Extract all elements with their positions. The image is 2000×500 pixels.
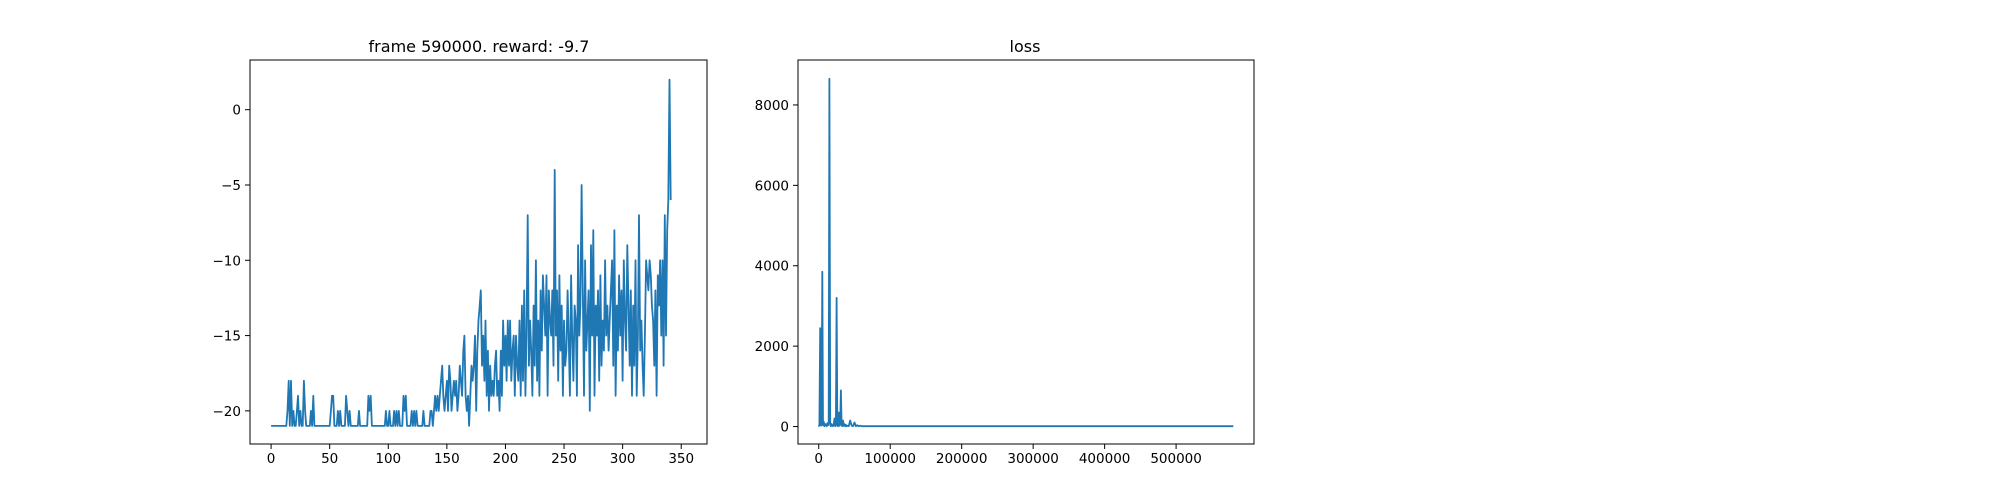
reward-y-tick-label: −15 — [213, 329, 242, 345]
reward-x-tick-label: 250 — [551, 451, 577, 467]
loss-x-tick-label: 400000 — [1079, 451, 1131, 467]
loss-subplot: loss 0 100000 200000 300000 400000 500000 0 200… — [755, 37, 1255, 467]
loss-y-tick-label: 6000 — [755, 178, 789, 194]
loss-y-tick-label: 4000 — [755, 259, 789, 275]
reward-axis-ticks: 0 50 100 150 200 250 300 350 0 −5 −10 −15 −20 — [213, 103, 695, 467]
loss-x-tick-label: 300000 — [1007, 451, 1059, 467]
loss-chart-title: loss — [1010, 37, 1041, 56]
reward-x-tick-label: 50 — [321, 451, 338, 467]
reward-y-tick-label: 0 — [232, 103, 241, 119]
reward-subplot: frame 590000. reward: -9.7 0 50 100 150 200 2… — [213, 37, 708, 467]
reward-y-tick-label: −10 — [213, 253, 242, 269]
loss-series-line-group — [817, 77, 1234, 428]
reward-y-tick-label: −20 — [213, 404, 242, 420]
loss-x-tick-label: 0 — [814, 451, 823, 467]
reward-plot-frame — [249, 59, 708, 445]
loss-plot-frame — [797, 59, 1255, 445]
loss-y-tick-label: 8000 — [755, 98, 789, 114]
reward-chart-title: frame 590000. reward: -9.7 — [369, 37, 590, 56]
reward-x-tick-label: 150 — [434, 451, 460, 467]
reward-series-line-group — [271, 78, 672, 427]
reward-x-tick-label: 200 — [493, 451, 519, 467]
loss-x-tick-label: 500000 — [1150, 451, 1202, 467]
reward-x-tick-label: 350 — [668, 451, 694, 467]
loss-y-tick-label: 0 — [780, 420, 789, 436]
loss-series-line — [817, 77, 1234, 428]
loss-x-tick-label: 200000 — [936, 451, 988, 467]
reward-y-tick-label: −5 — [221, 178, 241, 194]
loss-y-tick-label: 2000 — [755, 339, 789, 355]
reward-x-tick-label: 0 — [267, 451, 276, 467]
reward-x-tick-label: 300 — [610, 451, 636, 467]
reward-x-tick-label: 100 — [375, 451, 401, 467]
loss-axis-ticks: 0 100000 200000 300000 400000 500000 0 2000 4000… — [755, 98, 1202, 467]
reward-series-line — [271, 78, 672, 427]
loss-x-tick-label: 100000 — [864, 451, 916, 467]
